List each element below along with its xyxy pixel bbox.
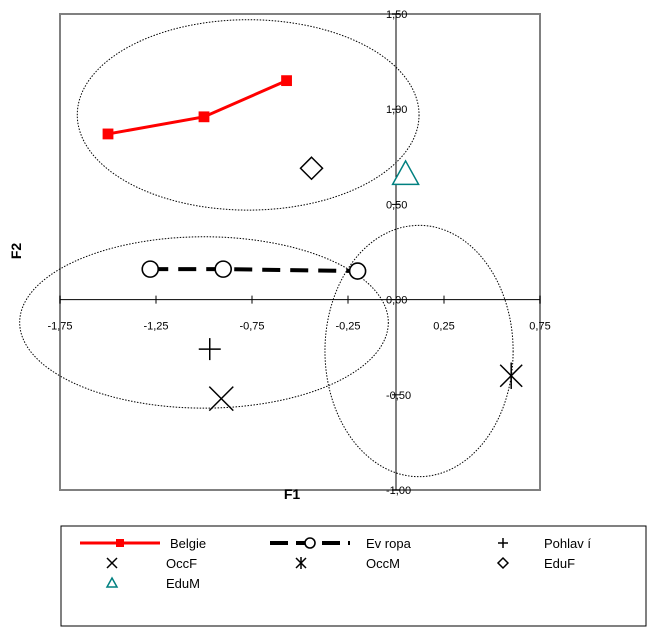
legend-label-5: EduF bbox=[544, 556, 575, 571]
legend-label-2: Pohlav í bbox=[544, 536, 591, 551]
legend-label-0: Belgie bbox=[170, 536, 206, 551]
legend-item-6: EduM bbox=[105, 576, 200, 591]
x-tick-label: -0,75 bbox=[239, 321, 264, 333]
legend-marker-5 bbox=[496, 556, 510, 570]
point-5-0 bbox=[299, 156, 324, 181]
series-4 bbox=[499, 362, 523, 389]
point-0-0 bbox=[102, 128, 114, 140]
legend-label-3: OccF bbox=[166, 556, 197, 571]
legend-item-2: Pohlav í bbox=[498, 536, 591, 551]
legend-label-1: Ev ropa bbox=[366, 536, 412, 551]
legend-marker-1 bbox=[304, 537, 316, 549]
series-0 bbox=[102, 75, 292, 140]
point-0-2 bbox=[281, 75, 292, 87]
series-5 bbox=[299, 156, 324, 181]
legend-marker-6 bbox=[105, 576, 119, 588]
legend-label-4: OccM bbox=[366, 556, 400, 571]
point-0-1 bbox=[198, 111, 210, 123]
legend-marker-4 bbox=[295, 557, 307, 569]
x-tick-label: 0,75 bbox=[529, 321, 550, 333]
x-tick-label: 0,25 bbox=[433, 321, 454, 333]
point-6-0 bbox=[391, 159, 420, 186]
x-axis-title: F1 bbox=[284, 486, 301, 502]
legend-marker-0 bbox=[116, 539, 124, 547]
y-tick-label: 0,00 bbox=[386, 295, 407, 307]
plot-border bbox=[59, 13, 541, 491]
point-3-0 bbox=[208, 386, 234, 412]
legend-item-1: Ev ropa bbox=[270, 536, 412, 551]
plot-area bbox=[59, 13, 541, 491]
point-4-0 bbox=[499, 362, 523, 389]
legend-marker-3 bbox=[106, 557, 118, 569]
legend-item-0: Belgie bbox=[80, 536, 206, 551]
y-tick-label: -1,00 bbox=[386, 485, 411, 497]
tick-labels: -1,75 -1,25 -0,75 -0,25 0,25 0,75 -1,00 -0,50 0,… bbox=[47, 9, 550, 497]
y-tick-label: -0,50 bbox=[386, 390, 411, 402]
point-1-1 bbox=[214, 260, 232, 278]
legend-marker-3-d2 bbox=[106, 557, 118, 569]
series-6 bbox=[391, 159, 420, 186]
point-1-2 bbox=[348, 262, 367, 280]
legend-item-5: EduF bbox=[496, 556, 575, 571]
legend-item-4: OccM bbox=[295, 556, 400, 571]
legend: Belgie Ev ropa Pohlav í OccF OccM EduF EduM bbox=[60, 525, 647, 627]
axes bbox=[59, 13, 541, 491]
y-tick-label: 1,00 bbox=[386, 104, 407, 116]
y-axis-title: F2 bbox=[8, 243, 24, 260]
x-tick-label: -0,25 bbox=[335, 321, 360, 333]
x-tick-label: -1,25 bbox=[143, 321, 168, 333]
series-1 bbox=[141, 260, 367, 280]
cluster-ellipse-1 bbox=[76, 19, 420, 211]
cluster-ellipse-3 bbox=[324, 224, 514, 478]
series bbox=[102, 75, 523, 412]
legend-item-3: OccF bbox=[106, 556, 197, 571]
legend-marker-2 bbox=[498, 538, 508, 548]
point-2-0 bbox=[198, 338, 221, 361]
y-tick-label: 1,50 bbox=[386, 9, 407, 21]
point-1-0 bbox=[141, 260, 160, 278]
x-tick-label: -1,75 bbox=[47, 321, 72, 333]
legend-label-6: EduM bbox=[166, 576, 200, 591]
cluster-ellipse-2 bbox=[19, 236, 389, 409]
cluster-ellipses bbox=[19, 19, 514, 478]
series-3 bbox=[208, 386, 234, 412]
point-3-0-d2 bbox=[208, 386, 234, 412]
y-tick-label: 0,50 bbox=[386, 199, 407, 211]
series-2 bbox=[198, 338, 221, 361]
